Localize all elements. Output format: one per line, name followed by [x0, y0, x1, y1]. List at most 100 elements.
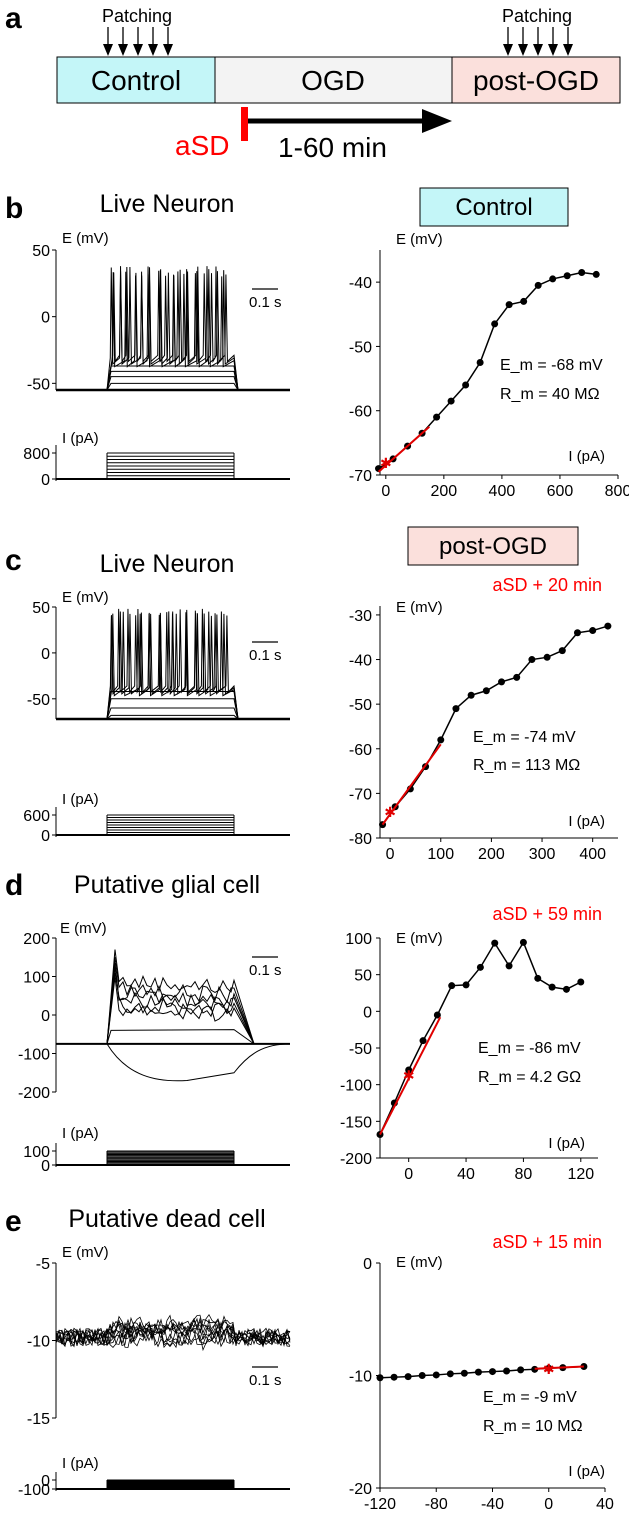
iv-data-point	[460, 1369, 468, 1377]
iv-x-tick-label: 0	[544, 1496, 553, 1513]
voltage-traces	[56, 949, 291, 1082]
glial-depolarisation-trace	[56, 966, 290, 1045]
panel-c: c Live Neuron post-OGD aSD + 20 min E (mV) 50…	[5, 526, 618, 863]
membrane-resistance-annotation: R_m = 113 MΩ	[473, 757, 580, 774]
iv-data-point	[462, 381, 470, 389]
current-tick-label: 0	[41, 472, 50, 489]
iv-data-point	[520, 297, 528, 305]
condition-tag-box	[419, 187, 569, 227]
iv-x-tick-label: 200	[431, 483, 458, 500]
iv-x-tick-label: 800	[605, 483, 629, 500]
membrane-resistance-annotation: R_m = 40 MΩ	[500, 386, 600, 403]
iv-ylabel: E (mV)	[396, 231, 443, 248]
control-box-label: Control	[91, 65, 181, 96]
iv-linear-fit	[381, 743, 442, 826]
voltage-traces	[55, 1314, 291, 1352]
iv-x-tick-label: 400	[489, 483, 516, 500]
iv-data-point	[563, 272, 571, 280]
iv-data-point	[448, 982, 456, 990]
patching-arrow-head	[103, 44, 113, 56]
iv-ylabel: E (mV)	[396, 1254, 443, 1271]
patching-arrow-head	[548, 44, 558, 56]
panel-title: Live Neuron	[100, 190, 235, 218]
panel-letter-a: a	[5, 2, 22, 35]
iv-data-point	[437, 736, 445, 744]
iv-y-tick-label: -50	[349, 1041, 372, 1058]
patching-arrow-head	[148, 44, 158, 56]
voltage-trace-tick-label: -5	[36, 1256, 50, 1273]
spiking-trace	[56, 609, 290, 720]
iv-data-point	[592, 270, 600, 278]
iv-data-point	[474, 1368, 482, 1376]
iv-y-tick-label: -60	[349, 404, 372, 421]
iv-x-tick-label: 0	[404, 1166, 413, 1183]
glial-depolarisation-trace	[56, 977, 290, 1045]
time-after-asd-label: aSD + 20 min	[492, 575, 602, 595]
iv-x-tick-label: -40	[481, 1496, 504, 1513]
membrane-potential-annotation: E_m = -9 mV	[483, 1389, 577, 1406]
iv-data-point	[531, 1365, 539, 1373]
voltage-trace-ylabel: E (mV)	[60, 920, 107, 937]
iv-ylabel: E (mV)	[396, 599, 443, 616]
iv-data-point	[534, 281, 542, 289]
panel-a: a Control OGD post-OGD Patching Patching…	[5, 2, 621, 163]
iv-chart: E (mV) I (pA) 0 -10 -20-120 -80 -40 0 40 ✱ E_m = -…	[349, 1254, 614, 1513]
panel-title: Live Neuron	[100, 550, 235, 578]
iv-xlabel: I (pA)	[568, 448, 605, 465]
voltage-trace-tick-label: -200	[18, 1085, 50, 1102]
panel-b: b Live Neuron Control E (mV) 50 0 -50 0.1 s I (p…	[5, 187, 629, 500]
current-step-plot: I (pA) 600 0	[23, 791, 290, 845]
iv-series-line	[381, 625, 609, 826]
noise-trace	[55, 1316, 291, 1347]
ogd-box-label: OGD	[301, 65, 365, 96]
condition-tag-label: Control	[455, 194, 532, 221]
iv-data-point	[573, 629, 581, 637]
glial-depolarisation-trace	[56, 972, 290, 1045]
membrane-resistance-annotation: R_m = 4.2 GΩ	[478, 1069, 581, 1086]
patching-arrows	[103, 27, 573, 56]
voltage-trace-tick-label: 0	[41, 310, 50, 327]
panel-letter-e: e	[5, 1205, 22, 1238]
voltage-trace-tick-label: -10	[27, 1334, 50, 1351]
iv-data-point	[418, 1372, 426, 1379]
membrane-potential-annotation: E_m = -74 mV	[473, 729, 576, 746]
iv-data-point	[505, 962, 513, 970]
voltage-trace-tick-label: -100	[18, 1047, 50, 1064]
time-arrow-head	[422, 109, 452, 133]
patching-arrow-head	[563, 44, 573, 56]
subthreshold-trace	[56, 365, 290, 391]
iv-y-tick-label: -40	[349, 275, 372, 292]
iv-data-point	[433, 413, 441, 421]
glial-hyperpolarisation-trace	[56, 1043, 291, 1082]
iv-y-tick-label: 0	[363, 1004, 372, 1021]
voltage-trace-plot: E (mV) 50 0 -50 0.1 s	[27, 230, 290, 393]
iv-chart: E (mV) I (pA) 100 50 0 -50 -100 -150 -200 0 40 80 12…	[340, 930, 598, 1183]
iv-data-point	[578, 269, 586, 276]
current-step-plot: I (pA) 0-100	[18, 1455, 290, 1499]
spiking-trace	[56, 608, 290, 720]
iv-data-point	[419, 1037, 427, 1045]
panel-title: Putative dead cell	[68, 1205, 265, 1233]
iv-y-tick-label: -30	[349, 608, 372, 625]
iv-data-point	[505, 301, 513, 309]
iv-x-tick-label: 40	[596, 1496, 614, 1513]
membrane-resistance-annotation: R_m = 10 MΩ	[483, 1418, 583, 1435]
current-tick-label: 800	[23, 446, 50, 463]
resting-potential-marker: ✱	[384, 804, 396, 820]
iv-data-point	[548, 983, 556, 991]
panel-title: Putative glial cell	[74, 871, 260, 899]
voltage-trace-tick-label: 50	[32, 600, 50, 617]
iv-y-tick-label: -50	[349, 697, 372, 714]
iv-data-point	[482, 687, 490, 695]
iv-data-point	[604, 622, 612, 630]
voltage-trace-plot: E (mV) 50 0 -50 0.1 s	[27, 589, 290, 721]
iv-y-tick-label: -10	[349, 1369, 372, 1386]
current-ylabel: I (pA)	[62, 1455, 99, 1472]
iv-x-tick-label: 600	[547, 483, 574, 500]
iv-y-tick-label: -70	[349, 468, 372, 485]
membrane-potential-annotation: E_m = -86 mV	[478, 1040, 581, 1057]
current-tick-label: 0	[41, 828, 50, 845]
asd-label: aSD	[175, 130, 229, 161]
spiking-trace	[56, 266, 290, 391]
